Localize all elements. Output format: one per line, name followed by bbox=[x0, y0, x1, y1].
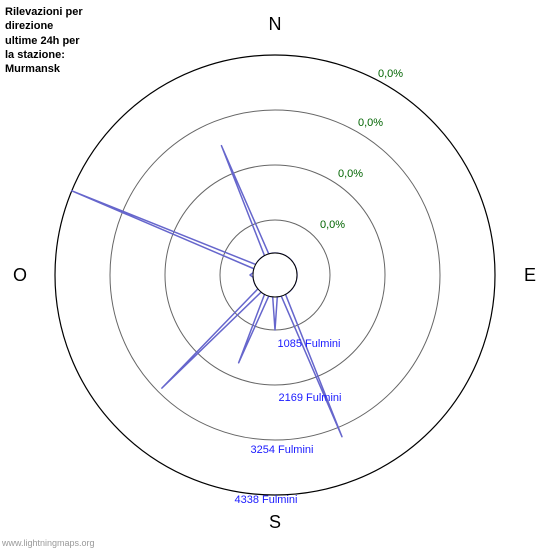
ring-pct-label: 0,0% bbox=[320, 219, 345, 231]
ring-count-label: 2169 Fulmini bbox=[279, 392, 342, 404]
polar-chart: 0,0% 0,0% 0,0% 0,0% 1085 Fulmini 2169 Fulmini… bbox=[0, 0, 550, 550]
cardinal-S: S bbox=[269, 512, 281, 532]
ring-count-label: 4338 Fulmini bbox=[235, 494, 298, 506]
cardinal-O: O bbox=[13, 265, 27, 285]
ring-pct-label: 0,0% bbox=[378, 68, 403, 80]
attribution-text: www.lightningmaps.org bbox=[2, 538, 95, 548]
ring-count-label: 3254 Fulmini bbox=[251, 444, 314, 456]
cardinal-N: N bbox=[269, 14, 282, 34]
ring-pct-label: 0,0% bbox=[358, 117, 383, 129]
ring-pct-label: 0,0% bbox=[338, 168, 363, 180]
ring-count-label: 1085 Fulmini bbox=[278, 338, 341, 350]
cardinal-E: E bbox=[524, 265, 536, 285]
center-circle bbox=[253, 253, 297, 297]
